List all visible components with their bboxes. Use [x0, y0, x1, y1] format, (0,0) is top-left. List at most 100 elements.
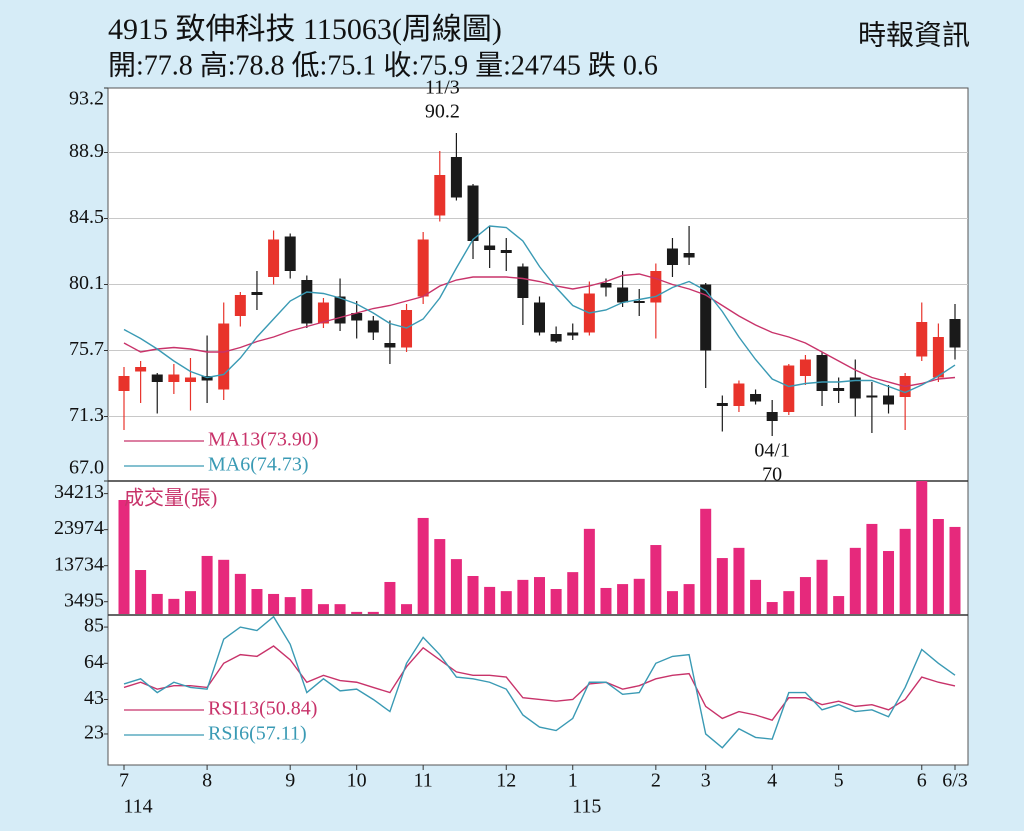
candle-body — [168, 374, 180, 382]
candle-body — [600, 283, 612, 288]
candle-body — [534, 302, 545, 333]
candle-body — [500, 250, 512, 253]
volume-bar — [284, 597, 296, 614]
volume-bar — [750, 579, 762, 614]
volume-bar — [484, 586, 496, 614]
candle-body — [750, 394, 762, 402]
x-year-label: 114 — [123, 796, 152, 818]
y-tick-label: 84.5 — [69, 206, 104, 228]
annotation-value: 70 — [762, 464, 782, 486]
candle-body — [367, 320, 379, 333]
plot-frame — [107, 87, 969, 766]
candle-body — [799, 359, 811, 376]
volume-bar — [434, 539, 446, 614]
volume-bar — [151, 593, 163, 614]
y-tick-label: 3495 — [64, 589, 104, 611]
candle-body — [733, 383, 745, 406]
volume-bar — [517, 579, 529, 614]
legend-label: MA13(73.90) — [208, 429, 319, 451]
volume-bar — [184, 591, 196, 614]
volume-bar — [500, 591, 512, 614]
candle-body — [700, 284, 712, 351]
line-series — [123, 225, 956, 394]
volume-bar — [550, 589, 562, 614]
candle-body — [633, 301, 645, 303]
volume-bar — [916, 481, 928, 614]
line-series — [123, 615, 956, 749]
volume-bar — [733, 547, 745, 614]
volume-bar — [683, 584, 695, 614]
candle-body — [268, 239, 280, 277]
candle-body — [683, 253, 695, 258]
candle-body — [833, 388, 845, 391]
volume-bar — [301, 589, 313, 614]
candle-body — [949, 319, 961, 348]
x-tick-label: 12 — [496, 770, 516, 792]
candle-body — [234, 295, 246, 316]
y-tick-label: 88.9 — [69, 140, 104, 162]
y-tick-label: 23974 — [54, 517, 104, 539]
candle-body — [384, 343, 396, 348]
candle-body — [351, 313, 363, 321]
candle-body — [849, 377, 861, 399]
volume-bar — [583, 528, 595, 614]
x-tick-label: 6 — [917, 770, 927, 792]
volume-bar — [268, 593, 280, 614]
x-tick-label: 1 — [568, 770, 578, 792]
candle-body — [617, 287, 629, 303]
volume-bar — [949, 526, 961, 614]
volume-bar — [766, 602, 778, 614]
volume-bar — [849, 547, 861, 614]
volume-bar — [135, 570, 147, 614]
candle-body — [317, 302, 329, 324]
volume-bar — [317, 604, 329, 614]
y-tick-label: 67.0 — [69, 457, 104, 479]
volume-bar — [783, 591, 795, 614]
volume-bar — [617, 584, 629, 614]
candle-body — [401, 310, 413, 348]
candle-body — [783, 365, 795, 412]
x-tick-label: 7 — [119, 770, 129, 792]
volume-bar — [384, 581, 396, 614]
candle-body — [301, 280, 313, 324]
candle-body — [467, 185, 479, 241]
x-tick-label: 6/3 — [942, 770, 968, 792]
x-year-label: 115 — [572, 796, 601, 818]
candle-body — [284, 236, 296, 271]
volume-bar — [799, 577, 811, 614]
candle-body — [650, 271, 662, 303]
volume-bar — [716, 558, 728, 614]
candle-body — [417, 239, 429, 297]
line-series — [123, 273, 956, 388]
volume-bar — [351, 611, 363, 614]
candle-body — [550, 334, 562, 342]
candle-body — [184, 377, 196, 382]
x-tick-label: 10 — [347, 770, 367, 792]
candle-body — [916, 322, 928, 357]
x-tick-label: 5 — [834, 770, 844, 792]
volume-bar — [367, 611, 379, 614]
annotation-date: 11/3 — [425, 77, 460, 99]
x-tick-label: 3 — [701, 770, 711, 792]
volume-bar — [816, 559, 828, 614]
volume-bar — [201, 555, 213, 614]
chart-subtitle: 開:77.8 高:78.8 低:75.1 收:75.9 量:24745 跌 0.… — [108, 49, 658, 81]
volume-bar — [650, 545, 662, 614]
volume-bar — [567, 572, 579, 614]
y-tick-label: 80.1 — [69, 272, 104, 294]
candle-body — [484, 245, 496, 250]
candle-body — [218, 323, 230, 390]
y-tick-label: 23 — [84, 722, 104, 744]
volume-bar — [417, 517, 429, 614]
y-tick-label: 93.2 — [69, 88, 104, 110]
volume-bar — [401, 604, 413, 614]
volume-bar — [700, 508, 712, 614]
candle-body — [517, 266, 529, 298]
candle-body — [118, 376, 130, 391]
volume-bar — [833, 596, 845, 614]
volume-bar — [633, 578, 645, 614]
candle-body — [866, 395, 878, 398]
volume-bar — [600, 587, 612, 614]
volume-bar — [168, 598, 180, 614]
